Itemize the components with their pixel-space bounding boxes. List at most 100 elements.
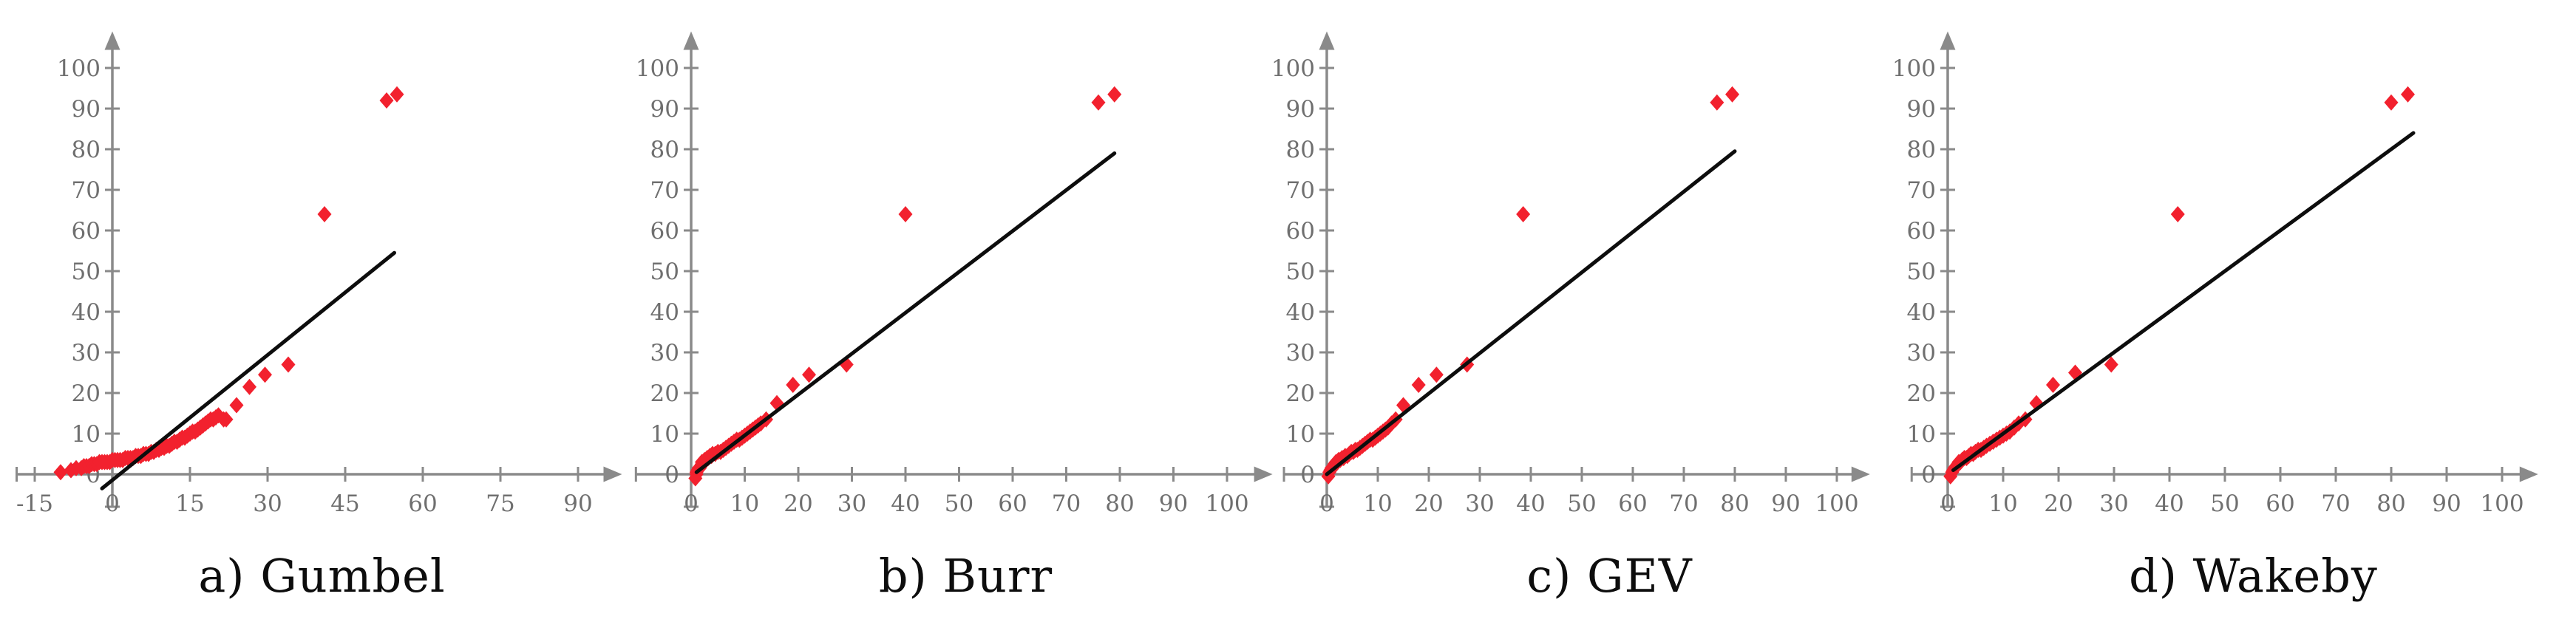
y-tick-label: 60 <box>1286 218 1315 245</box>
data-point <box>898 206 913 222</box>
x-tick-label: 0 <box>684 491 699 517</box>
data-point <box>242 378 256 395</box>
x-tick-label: 30 <box>2099 491 2128 517</box>
x-tick-label: 90 <box>1771 491 1800 517</box>
qq-plot-wakeby-canvas: 0 10 20 30 40 50 60 70 80 90 100 0 10 20 30 40 50 60 70 80 9… <box>1892 31 2538 517</box>
x-tick-label: -15 <box>16 491 53 517</box>
y-tick-label: 100 <box>1892 55 1936 82</box>
y-axis-arrow <box>1319 31 1335 50</box>
y-tick-label: 100 <box>1271 55 1315 82</box>
x-tick-label: 30 <box>1465 491 1494 517</box>
x-tick-label: 80 <box>1105 491 1134 517</box>
data-point <box>1725 86 1740 103</box>
y-tick-label: 90 <box>72 96 101 123</box>
y-tick-label: 60 <box>1907 218 1936 245</box>
data-point <box>258 366 272 383</box>
y-tick-label: 50 <box>72 259 101 285</box>
panel-caption-gev: c) GEV <box>1526 549 1693 603</box>
y-tick-label: 20 <box>650 380 679 407</box>
x-tick-label: 20 <box>1414 491 1443 517</box>
data-point <box>2046 377 2060 393</box>
x-tick-label: 15 <box>175 491 204 517</box>
y-tick-label: 70 <box>1907 177 1936 204</box>
x-tick-label: 80 <box>1720 491 1749 517</box>
y-tick-label: 90 <box>1286 96 1315 123</box>
x-tick-label: 20 <box>784 491 812 517</box>
y-tick-label: 10 <box>72 421 101 448</box>
x-tick-label: 30 <box>837 491 866 517</box>
x-tick-label: 45 <box>330 491 359 517</box>
data-point <box>2384 94 2399 111</box>
data-point <box>2104 356 2118 373</box>
y-tick-label: 40 <box>72 299 101 326</box>
x-tick-label: 10 <box>730 491 759 517</box>
x-tick-label: 50 <box>2210 491 2239 517</box>
data-point <box>2170 206 2185 222</box>
panel-caption-burr: b) Burr <box>878 549 1053 603</box>
data-point <box>219 411 234 428</box>
y-tick-label: 50 <box>1907 259 1936 285</box>
x-tick-label: 70 <box>2321 491 2350 517</box>
y-tick-label: 30 <box>1286 340 1315 366</box>
x-tick-label: 50 <box>1567 491 1596 517</box>
panel-wakeby: 0 10 20 30 40 50 60 70 80 90 100 0 10 20 30 40 50 60 70 80 9… <box>1892 0 2575 622</box>
y-tick-label: 0 <box>1921 462 1936 488</box>
x-tick-label: 30 <box>253 491 282 517</box>
x-tick-label: 20 <box>2044 491 2073 517</box>
y-axis-arrow <box>104 31 120 50</box>
x-tick-label: 10 <box>1988 491 2017 517</box>
y-tick-label: 30 <box>650 340 679 366</box>
data-point <box>1107 86 1122 103</box>
x-tick-label: 40 <box>2155 491 2184 517</box>
data-point <box>390 86 404 103</box>
y-tick-label: 70 <box>72 177 101 204</box>
data-point <box>802 366 816 383</box>
x-tick-label: 100 <box>1815 491 1858 517</box>
data-point <box>229 397 244 414</box>
x-tick-label: 90 <box>2432 491 2461 517</box>
x-axis-arrow <box>603 466 622 482</box>
y-tick-label: 30 <box>72 340 101 366</box>
panel-caption-gumbel: a) Gumbel <box>198 549 446 603</box>
y-tick-label: 100 <box>636 55 679 82</box>
y-tick-label: 40 <box>650 299 679 326</box>
y-tick-label: 90 <box>1907 96 1936 123</box>
qq-plot-burr-canvas: 0 10 20 30 40 50 60 70 80 90 100 0 10 20 30 40 50 60 70 80 9… <box>634 31 1273 517</box>
y-tick-label: 20 <box>1907 380 1936 407</box>
y-tick-label: 80 <box>1907 137 1936 163</box>
y-tick-label: 70 <box>1286 177 1315 204</box>
y-axis-arrow <box>683 31 699 50</box>
x-tick-label: 80 <box>2376 491 2405 517</box>
x-tick-label: 90 <box>563 491 592 517</box>
x-tick-label: 40 <box>891 491 920 517</box>
panel-gev: 0 10 20 30 40 50 60 70 80 90 100 0 10 20 30 40 50 60 70 80 9… <box>1271 0 1931 622</box>
x-tick-label: 90 <box>1159 491 1188 517</box>
fit-line <box>694 151 1117 474</box>
y-tick-label: 0 <box>665 462 679 488</box>
x-tick-label: 70 <box>1052 491 1081 517</box>
panel-gumbel: -15 0 15 30 45 60 75 90 0 10 20 30 40 50 60 70 80 90 100 a… <box>0 0 644 622</box>
y-tick-label: 10 <box>1907 421 1936 448</box>
data-point <box>1710 94 1724 111</box>
x-tick-label: 0 <box>105 491 120 517</box>
y-tick-label: 0 <box>1300 462 1315 488</box>
y-tick-label: 20 <box>1286 380 1315 407</box>
x-tick-label: 10 <box>1363 491 1392 517</box>
x-axis-arrow <box>2519 466 2538 482</box>
y-tick-label: 40 <box>1286 299 1315 326</box>
x-axis-arrow <box>1851 466 1870 482</box>
x-tick-label: 70 <box>1669 491 1698 517</box>
data-point <box>1411 377 1426 393</box>
y-tick-label: 10 <box>1286 421 1315 448</box>
y-tick-label: 80 <box>1286 137 1315 163</box>
y-tick-label: 90 <box>650 96 679 123</box>
data-point <box>1516 206 1531 222</box>
qq-plot-gev-canvas: 0 10 20 30 40 50 60 70 80 90 100 0 10 20 30 40 50 60 70 80 9… <box>1271 31 1870 517</box>
x-tick-label: 0 <box>1319 491 1334 517</box>
y-tick-label: 100 <box>57 55 101 82</box>
fit-line <box>100 250 396 491</box>
panel-caption-wakeby: d) Wakeby <box>2129 549 2378 603</box>
x-tick-label: 60 <box>1618 491 1647 517</box>
